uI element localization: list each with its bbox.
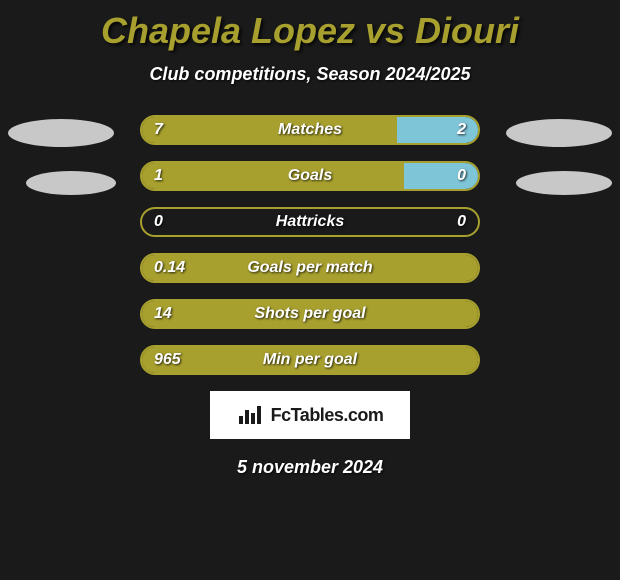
bar-label: Goals bbox=[288, 167, 332, 185]
bar-left-fill bbox=[142, 163, 404, 189]
date-label: 5 november 2024 bbox=[0, 457, 620, 478]
footer-brand-text: FcTables.com bbox=[271, 405, 384, 426]
bar-row: 1 Goals 0 bbox=[140, 161, 480, 191]
bar-left-fill bbox=[142, 117, 397, 143]
avatar-placeholder bbox=[26, 171, 116, 195]
bar-row: 965 Min per goal bbox=[140, 345, 480, 375]
bar-label: Goals per match bbox=[247, 259, 372, 277]
avatar-placeholder bbox=[8, 119, 114, 147]
bar-label: Matches bbox=[278, 121, 342, 139]
bar-value-left: 0 bbox=[154, 213, 163, 231]
bar-value-left: 965 bbox=[154, 351, 181, 369]
chart-icon bbox=[237, 404, 265, 426]
bar-value-right: 2 bbox=[457, 121, 466, 139]
avatar-placeholder bbox=[516, 171, 612, 195]
bar-row: 7 Matches 2 bbox=[140, 115, 480, 145]
chart-area: 7 Matches 2 1 Goals 0 0 Hattricks 0 0.14 Goals per… bbox=[0, 115, 620, 375]
comparison-infographic: Chapela Lopez vs Diouri Club competition… bbox=[0, 0, 620, 488]
bar-label: Hattricks bbox=[276, 213, 344, 231]
bar-value-left: 7 bbox=[154, 121, 163, 139]
avatar-placeholder bbox=[506, 119, 612, 147]
bars-container: 7 Matches 2 1 Goals 0 0 Hattricks 0 0.14 Goals per… bbox=[10, 115, 610, 375]
bar-row: 0.14 Goals per match bbox=[140, 253, 480, 283]
bar-right-fill bbox=[404, 163, 478, 189]
bar-row: 14 Shots per goal bbox=[140, 299, 480, 329]
bar-value-left: 0.14 bbox=[154, 259, 185, 277]
bar-row: 0 Hattricks 0 bbox=[140, 207, 480, 237]
bar-value-left: 14 bbox=[154, 305, 172, 323]
page-title: Chapela Lopez vs Diouri bbox=[0, 10, 620, 52]
bar-label: Min per goal bbox=[263, 351, 357, 369]
bar-value-right: 0 bbox=[457, 167, 466, 185]
bar-value-right: 0 bbox=[457, 213, 466, 231]
footer-logo: FcTables.com bbox=[210, 391, 410, 439]
subtitle: Club competitions, Season 2024/2025 bbox=[0, 64, 620, 85]
bar-value-left: 1 bbox=[154, 167, 163, 185]
bar-label: Shots per goal bbox=[254, 305, 365, 323]
